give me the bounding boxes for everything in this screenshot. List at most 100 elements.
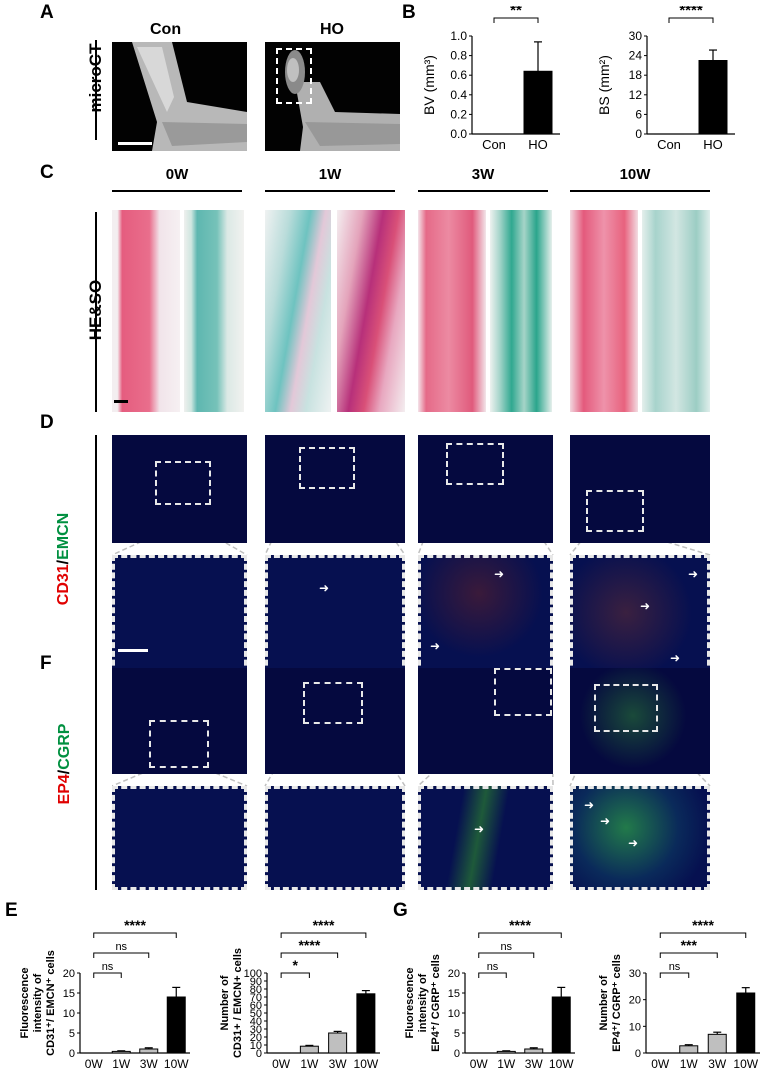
significance-bracket [659, 972, 690, 978]
heso-row-label: HE&SO [86, 279, 105, 341]
ep4-text: EP4 [56, 774, 73, 805]
x-tick-label: Con [657, 137, 681, 152]
significance-bracket [93, 952, 150, 958]
y-tick-label: 50 [250, 1008, 262, 1020]
bar [551, 996, 571, 1054]
y-tick-label: 0.8 [450, 49, 467, 63]
bar [707, 1033, 727, 1054]
zoom-border [570, 786, 710, 890]
y-tick-label: 20 [63, 968, 75, 980]
he-3w-image [418, 210, 486, 412]
y-axis-label-line: EP4⁺/ CGRP⁺ cells [611, 954, 623, 1052]
col-title-3w: 3W [471, 166, 495, 183]
x-tick-label: 0W [85, 1057, 104, 1071]
y-tick-label: 30 [629, 29, 643, 43]
significance-bracket [493, 17, 539, 23]
panel-label-b: B [402, 2, 416, 23]
y-tick-label: 0.6 [450, 68, 467, 82]
y-tick-label: 90 [250, 976, 262, 988]
zoom-border [265, 786, 405, 890]
microct-con-image [112, 42, 247, 151]
y-tick-label: 40 [250, 1016, 262, 1028]
y-tick-label: 5 [69, 1028, 75, 1040]
y-tick-label: 18 [629, 68, 643, 82]
significance-bracket [280, 932, 367, 938]
roi-box [299, 447, 355, 489]
he-0w-image [112, 210, 180, 412]
significance-bracket [280, 972, 310, 978]
bar [698, 60, 728, 135]
y-axis-label: BS (mm²) [596, 55, 612, 115]
ep4-10w-zoom: ➜ ➜ ➜ [570, 786, 710, 890]
significance-label: ns [669, 961, 681, 973]
y-axis-label-line: Fluorescence [404, 968, 416, 1039]
cd31-0w-zoom [112, 555, 247, 683]
zoom-border [112, 555, 247, 683]
x-tick-label: 3W [525, 1057, 544, 1071]
panel-label-d: D [40, 412, 54, 433]
significance-bracket [478, 972, 507, 978]
bar [523, 70, 553, 135]
zoom-lines-f [112, 774, 711, 786]
so-0w-image [184, 210, 244, 412]
y-tick-label: 70 [250, 992, 262, 1004]
col-title-10w: 10W [619, 166, 651, 183]
he-10w-image [570, 210, 638, 412]
y-tick-label: 30 [250, 1024, 262, 1036]
significance-bracket [659, 932, 747, 938]
con-label: Con [150, 21, 182, 38]
cd31-10w-overview [570, 435, 710, 543]
arrow-icon: ➜ [628, 836, 639, 850]
ep4-1w-zoom [265, 786, 405, 890]
ep4-1w-overview [265, 668, 405, 774]
so-3w-image [490, 210, 552, 412]
x-tick-label: 10W [354, 1057, 379, 1071]
significance-bracket [93, 972, 122, 978]
cd31-text: CD31 [55, 564, 72, 606]
y-tick-label: 10 [250, 1040, 262, 1052]
y-tick-label: 0 [256, 1048, 262, 1060]
y-tick-label: 0 [635, 127, 642, 141]
significance-label: **** [692, 917, 714, 933]
x-tick-label: 1W [497, 1057, 516, 1071]
panel-label-e: E [5, 900, 18, 921]
significance-bracket [93, 932, 177, 938]
x-tick-label: HO [528, 137, 548, 152]
zoom-lines-d [112, 543, 711, 555]
y-tick-label: 80 [250, 984, 262, 996]
bar [356, 993, 376, 1054]
bv-chart: 0.0 0.2 0.4 0.6 0.8 1.0 Con HO ** BV (mm³) [421, 6, 560, 152]
bar [328, 1032, 348, 1054]
significance-label: **** [124, 917, 146, 933]
ep4-3w-zoom: ➜ [418, 786, 553, 890]
significance-label: **** [509, 917, 531, 933]
significance-bracket [668, 17, 714, 23]
significance-bracket [280, 952, 339, 958]
arrow-icon: ➜ [670, 651, 681, 665]
y-tick-label: 30 [629, 968, 641, 980]
arrow-icon: ➜ [430, 639, 441, 653]
col-title-1w: 1W [318, 166, 342, 183]
significance-bracket [478, 932, 562, 938]
cd31-emcn-label: CD31/EMCN [55, 489, 73, 629]
cd31-1w-zoom: ➜ [265, 555, 405, 683]
roi-box [594, 684, 658, 732]
y-tick-label: 0.4 [450, 88, 467, 102]
x-tick-label: 10W [549, 1057, 574, 1071]
panel-label-a: A [40, 2, 54, 23]
y-axis-label-line: Number of [598, 975, 610, 1030]
col-line-0w [112, 190, 242, 192]
arrow-icon: ➜ [600, 814, 611, 828]
x-tick-label: 3W [140, 1057, 159, 1071]
significance-label: * [293, 957, 299, 973]
roi-box [149, 720, 209, 768]
row-divider-f [95, 670, 97, 890]
y-tick-label: 10 [448, 1008, 460, 1020]
y-axis-label: BV (mm³) [421, 55, 437, 115]
y-tick-label: 10 [629, 1021, 641, 1033]
y-tick-label: 20 [448, 968, 460, 980]
roi-box [446, 443, 504, 485]
bar [736, 992, 756, 1054]
roi-box [586, 490, 644, 532]
